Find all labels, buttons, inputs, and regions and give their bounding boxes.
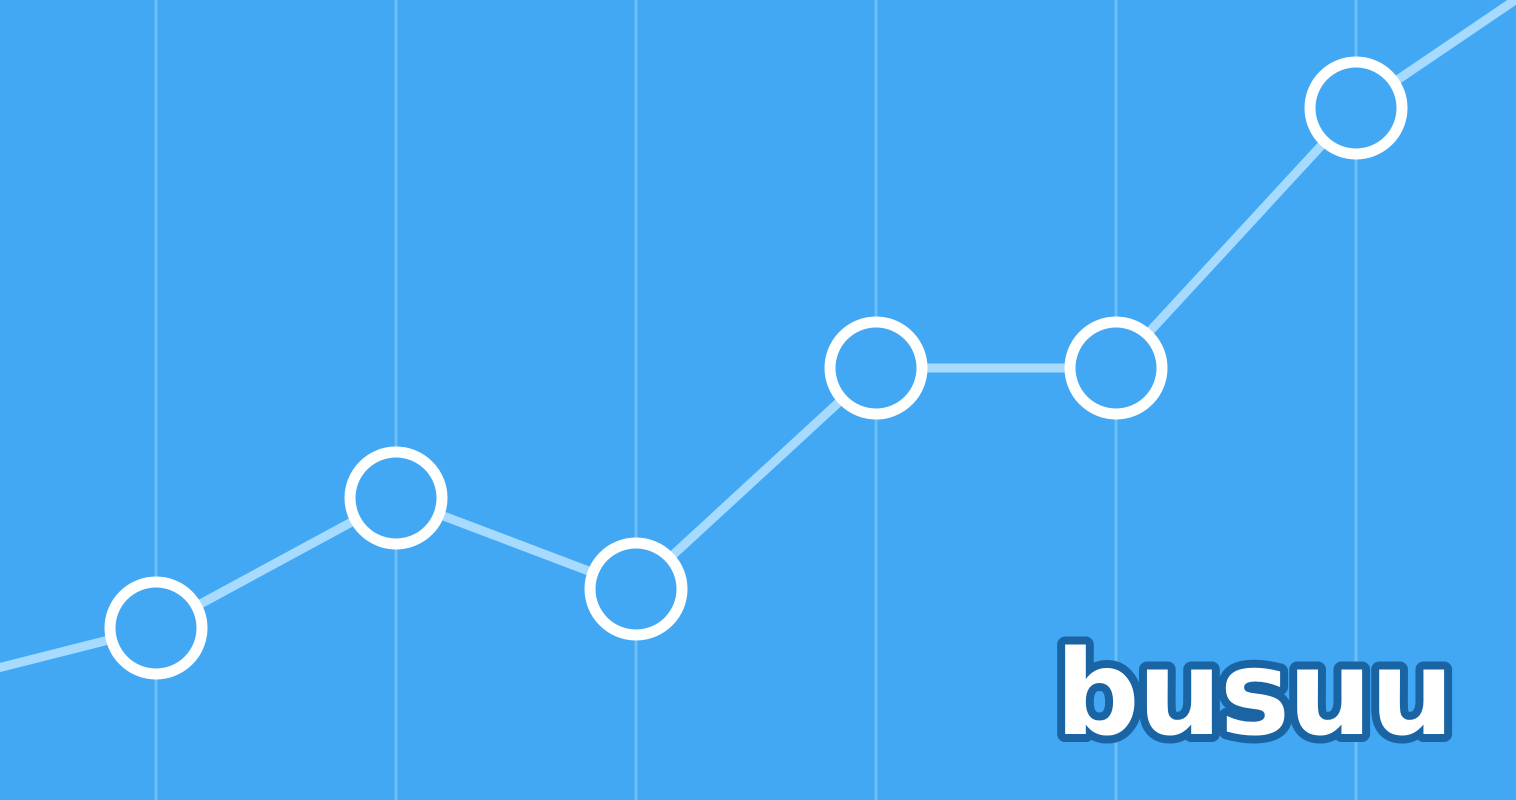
data-point-marker (824, 316, 928, 420)
busuu-logo-outline: busuu (1055, 624, 1452, 762)
busuu-logo: busuu busuu (1047, 616, 1462, 770)
trend-line (0, 0, 1516, 673)
series-line (0, 0, 1516, 673)
data-point-marker (1304, 56, 1408, 160)
busuu-logo-text: busuu (1055, 624, 1452, 762)
data-points (104, 56, 1408, 680)
data-point-marker (104, 576, 208, 680)
data-point-marker (1064, 316, 1168, 420)
data-point-marker (584, 537, 688, 641)
data-point-marker (344, 446, 448, 550)
